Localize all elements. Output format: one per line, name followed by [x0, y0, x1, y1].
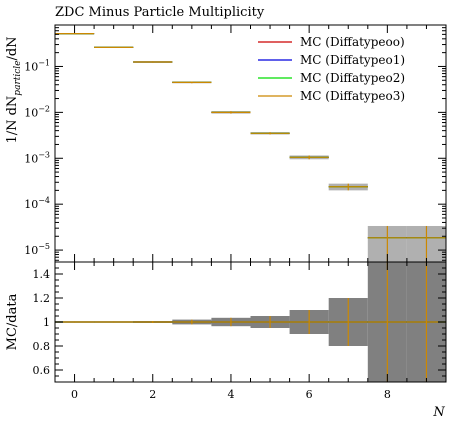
x-ticks: 0 2 4 6 8	[54, 25, 447, 401]
x-tick-label: 4	[227, 388, 234, 401]
ratio-lines	[55, 262, 446, 382]
ratio-tick-label: 1.4	[33, 268, 51, 281]
x-tick-label: 6	[306, 388, 313, 401]
ratio-tick-label: 1.2	[33, 292, 51, 305]
legend: MC (Diffatypeoo) MC (Diffatypeo1) MC (Diff…	[258, 35, 405, 103]
y-tick-label: 10−4	[24, 196, 50, 211]
ratio-tick-label: 0.6	[33, 364, 51, 377]
ratio-tick-label: 1	[43, 316, 50, 329]
x-tick-label: 8	[384, 388, 391, 401]
legend-entry: MC (Diffatypeo3)	[300, 89, 405, 103]
legend-entry: MC (Diffatypeoo)	[300, 35, 405, 49]
ratio-y-ticks: 0.6 0.8 1 1.2 1.4	[33, 261, 446, 383]
y-tick-label: 10−2	[24, 104, 50, 119]
main-y-ticks: 10−5 10−4 10−3 10−2 10−1	[24, 24, 446, 261]
ratio-tick-label: 0.8	[33, 340, 51, 353]
y-axis-label: 1/N dNparticle/dN	[5, 36, 23, 143]
legend-entry: MC (Diffatypeo1)	[300, 53, 405, 67]
legend-entry: MC (Diffatypeo2)	[300, 71, 405, 85]
x-tick-label: 2	[149, 388, 156, 401]
x-tick-label: 0	[71, 388, 78, 401]
y-tick-label: 10−3	[24, 150, 50, 165]
x-axis-label: N	[432, 405, 445, 420]
ratio-axis-label: MC/data	[5, 293, 20, 350]
y-tick-label: 10−1	[24, 58, 50, 73]
chart-title: ZDC Minus Particle Multiplicity	[55, 5, 265, 20]
y-tick-label: 10−5	[24, 242, 50, 257]
